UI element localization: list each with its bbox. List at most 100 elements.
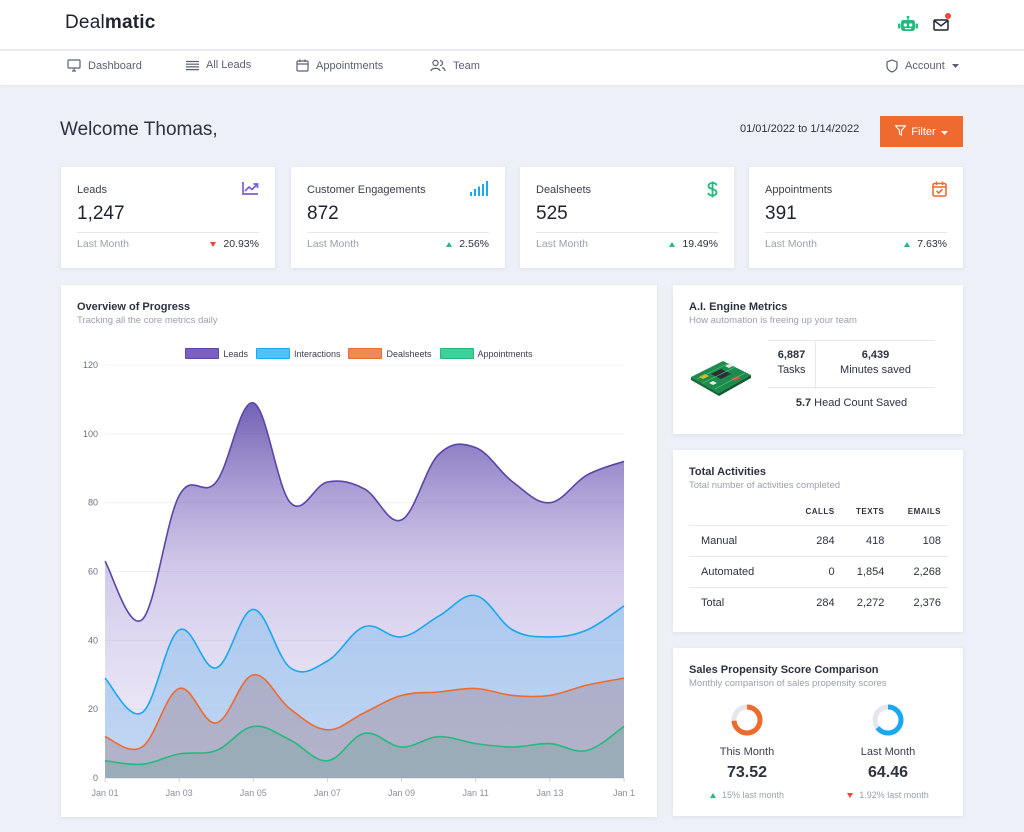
- minutes-metric: 6,439 Minutes saved: [816, 349, 935, 376]
- stat-title: Leads: [77, 184, 107, 196]
- account-label: Account: [905, 60, 945, 72]
- stat-footer: Last Month: [536, 238, 588, 250]
- welcome-heading: Welcome Thomas,: [60, 119, 218, 140]
- propensity-change: 1.92% last month: [818, 790, 958, 800]
- legend-label: Dealsheets: [386, 348, 432, 359]
- legend-item-interactions[interactable]: Interactions: [255, 348, 341, 359]
- stat-card-appointments: Appointments 391 Last Month 7.63%: [749, 167, 963, 268]
- x-tick-label: Jan 05: [240, 788, 267, 798]
- ai-metrics-card: A.I. Engine Metrics How automation is fr…: [673, 285, 963, 434]
- donut-chart: [731, 704, 763, 736]
- table-row: Total 284 2,272 2,376: [689, 588, 948, 619]
- propensity-change-text: 1.92% last month: [859, 790, 929, 800]
- mail-icon[interactable]: [930, 13, 952, 36]
- stat-card-leads: Leads 1,247 Last Month 20.93%: [61, 167, 275, 268]
- overview-card: Overview of Progress Tracking all the co…: [61, 285, 657, 817]
- nav-item-label: Appointments: [316, 59, 384, 72]
- x-tick-label: Jan 09: [388, 788, 415, 798]
- monitor-icon: [67, 59, 81, 72]
- stat-change: 20.93%: [210, 238, 259, 250]
- nav-item-dashboard[interactable]: Dashboard: [67, 59, 142, 72]
- y-tick-label: 80: [88, 498, 98, 508]
- card-subtitle: How automation is freeing up your team: [689, 315, 857, 326]
- legend-label: Interactions: [293, 348, 341, 359]
- series-line-appointments: [104, 725, 625, 766]
- table-cell: 2,376: [913, 597, 941, 610]
- y-tick-label: 60: [88, 567, 98, 577]
- x-tick-label: Jan 11: [463, 788, 489, 798]
- tasks-label: Tasks: [777, 364, 806, 376]
- series-area-appointments: [105, 726, 624, 778]
- calendar-icon: [296, 59, 309, 72]
- x-tick-label: Jan 13: [536, 788, 563, 798]
- arrow-up-icon: [904, 241, 911, 247]
- stat-value: 391: [765, 203, 797, 224]
- x-tick-label: Jan 1: [613, 788, 635, 798]
- divider: [77, 232, 259, 233]
- nav-item-appointments[interactable]: Appointments: [296, 59, 383, 72]
- stat-change: 7.63%: [904, 238, 947, 250]
- stat-change-value: 7.63%: [917, 238, 947, 250]
- stat-value: 525: [536, 203, 568, 224]
- propensity-change-text: 15% last month: [721, 790, 785, 800]
- row-label: Automated: [689, 556, 791, 588]
- column-header: EMAILS: [891, 502, 948, 526]
- row-label: Manual: [689, 525, 791, 557]
- legend-swatch: [255, 348, 290, 359]
- legend-item-appointments[interactable]: Appointments: [439, 348, 533, 359]
- table-row: Manual 284 418 108: [689, 525, 948, 557]
- divider: [815, 341, 816, 389]
- column-header: [689, 502, 791, 526]
- table-cell: 284: [816, 597, 835, 610]
- y-tick-label: 100: [83, 429, 98, 439]
- account-menu[interactable]: Account: [886, 59, 959, 73]
- overview-area-chart: 0 20 40 60 80 100 120 Jan 01 Jan 03 Jan 05 Jan 07 J…: [83, 360, 635, 798]
- legend-item-dealsheets[interactable]: Dealsheets: [348, 348, 432, 359]
- divider: [765, 232, 947, 233]
- app-logo[interactable]: Dealmatic: [65, 12, 156, 33]
- card-title: Overview of Progress: [77, 301, 191, 313]
- minutes-label: Minutes saved: [840, 364, 911, 376]
- stat-value: 1,247: [77, 203, 125, 224]
- propensity-change: 15% last month: [677, 790, 817, 800]
- circuit-board-icon: [689, 357, 753, 402]
- series-line-interactions: [104, 594, 625, 715]
- nav-item-label: Team: [453, 59, 480, 72]
- card-title: A.I. Engine Metrics: [689, 301, 788, 313]
- card-title: Total Activities: [689, 466, 767, 478]
- robot-icon[interactable]: [897, 14, 919, 36]
- legend-swatch: [348, 348, 383, 359]
- dollar-icon: [707, 181, 718, 203]
- date-range[interactable]: 01/01/2022 to 1/14/2022: [740, 123, 860, 135]
- calendar-check-icon: [932, 181, 947, 202]
- x-tick-label: Jan 03: [166, 788, 193, 798]
- filter-icon: [894, 124, 907, 139]
- donut-fill: [872, 704, 904, 736]
- propensity-label: This Month: [719, 746, 775, 758]
- divider: [307, 232, 489, 233]
- nav-item-label: All Leads: [206, 59, 252, 71]
- filter-button[interactable]: Filter: [880, 116, 963, 147]
- legend-item-leads[interactable]: Leads: [185, 348, 248, 359]
- propensity-card: Sales Propensity Score Comparison Monthl…: [673, 648, 963, 816]
- stat-change: 19.49%: [669, 238, 718, 250]
- nav-item-team[interactable]: Team: [430, 59, 480, 72]
- arrow-up-icon: [709, 792, 716, 798]
- column-header: CALLS: [790, 502, 842, 526]
- stat-title: Customer Engagements: [307, 184, 426, 196]
- headcount-label: Head Count Saved: [814, 397, 908, 409]
- stat-change-value: 19.49%: [682, 238, 718, 250]
- arrow-down-icon: [847, 792, 854, 798]
- propensity-value: 73.52: [726, 764, 768, 781]
- column-header: TEXTS: [841, 502, 892, 526]
- headcount-value: 5.7: [795, 397, 812, 409]
- table-cell: 108: [891, 525, 948, 557]
- legend-label: Leads: [223, 348, 248, 359]
- table-header-row: CALLS TEXTS EMAILS: [689, 502, 948, 526]
- shield-icon: [886, 59, 898, 73]
- caret-down-icon: [940, 126, 948, 138]
- nav-item-all-leads[interactable]: All Leads: [186, 59, 251, 71]
- arrow-up-icon: [669, 241, 676, 247]
- table-cell: 418: [841, 525, 892, 557]
- stat-title: Dealsheets: [536, 184, 592, 196]
